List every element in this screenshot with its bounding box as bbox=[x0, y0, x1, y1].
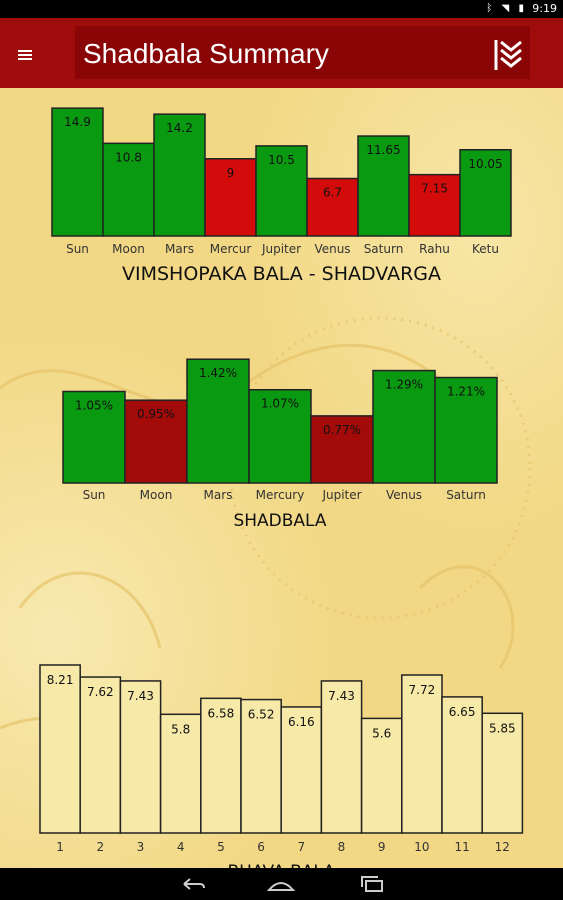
back-icon[interactable] bbox=[176, 874, 206, 894]
category-label: Jupiter bbox=[321, 488, 361, 502]
category-label: Venus bbox=[314, 242, 350, 256]
bluetooth-icon: ᛒ bbox=[486, 2, 493, 14]
navigation-bar bbox=[0, 868, 563, 900]
category-label: Venus bbox=[386, 488, 422, 502]
bar bbox=[481, 712, 524, 834]
category-label: 3 bbox=[137, 840, 145, 854]
category-label: 4 bbox=[177, 840, 185, 854]
status-bar: ᛒ ◥ ▮ 9:19 bbox=[0, 0, 563, 18]
bar-value-label: 1.05% bbox=[75, 398, 113, 412]
bar bbox=[240, 698, 282, 834]
bar-value-label: 7.43 bbox=[328, 689, 355, 703]
bar-value-label: 10.8 bbox=[115, 150, 142, 164]
category-label: Sun bbox=[83, 488, 106, 502]
category-label: 1 bbox=[56, 840, 64, 854]
charts-scroll-area[interactable]: 14.9 Sun 10.8 Moon 14.2 Mars 9 Mercur 10.5 Jupite… bbox=[0, 88, 563, 868]
chart-3: 8.21 1 7.62 2 7.43 3 5.8 4 6.58 5 6.52 6 6.16 7 7.43 8 5… bbox=[39, 664, 524, 868]
bar-value-label: 1.21% bbox=[447, 385, 485, 399]
bar-value-label: 10.05 bbox=[468, 157, 502, 171]
battery-icon: ▮ bbox=[518, 2, 525, 14]
category-label: Rahu bbox=[419, 242, 450, 256]
bar-value-label: 1.42% bbox=[199, 366, 237, 380]
bar bbox=[186, 358, 250, 484]
home-icon[interactable] bbox=[266, 874, 296, 894]
bar bbox=[159, 713, 202, 834]
category-label: Jupiter bbox=[261, 242, 301, 256]
chart-title: BHAVA BALA bbox=[228, 862, 336, 868]
bar bbox=[459, 149, 512, 237]
layers-icon[interactable] bbox=[490, 36, 528, 74]
bar bbox=[280, 706, 323, 834]
bar bbox=[320, 680, 363, 834]
bar-value-label: 6.16 bbox=[288, 715, 315, 729]
category-label: Sun bbox=[66, 242, 89, 256]
bar bbox=[434, 376, 498, 484]
bar-value-label: 5.85 bbox=[489, 721, 516, 735]
bar bbox=[119, 680, 162, 834]
bar-value-label: 11.65 bbox=[366, 143, 400, 157]
category-label: 12 bbox=[495, 840, 510, 854]
category-label: 6 bbox=[257, 840, 265, 854]
bar bbox=[39, 664, 81, 834]
category-label: 5 bbox=[217, 840, 225, 854]
category-label: Mars bbox=[165, 242, 194, 256]
bar-value-label: 0.77% bbox=[323, 423, 361, 437]
menu-icon[interactable] bbox=[18, 48, 32, 62]
bar-value-label: 6.65 bbox=[449, 705, 476, 719]
bar-value-label: 6.7 bbox=[323, 186, 342, 200]
bar bbox=[200, 697, 242, 834]
bar-value-label: 10.5 bbox=[268, 153, 295, 167]
wifi-icon: ◥ bbox=[501, 2, 510, 14]
bar-value-label: 1.29% bbox=[385, 378, 423, 392]
bar bbox=[248, 388, 312, 484]
app-bar: Shadbala Summary bbox=[0, 18, 563, 88]
bar-value-label: 6.58 bbox=[208, 706, 235, 720]
category-label: Saturn bbox=[364, 242, 404, 256]
chart-title: VIMSHOPAKA BALA - SHADVARGA bbox=[122, 263, 441, 285]
bar-value-label: 5.8 bbox=[171, 722, 190, 736]
status-time: 9:19 bbox=[532, 2, 557, 15]
bar-value-label: 0.95% bbox=[137, 407, 175, 421]
category-label: 7 bbox=[297, 840, 305, 854]
bar-value-label: 8.21 bbox=[47, 673, 74, 687]
category-label: 8 bbox=[338, 840, 346, 854]
bar bbox=[401, 674, 443, 834]
page-title: Shadbala Summary bbox=[83, 38, 329, 69]
bar bbox=[255, 145, 308, 237]
bar bbox=[124, 399, 188, 484]
charts-canvas: 14.9 Sun 10.8 Moon 14.2 Mars 9 Mercur 10.5 Jupite… bbox=[39, 107, 524, 868]
bar bbox=[102, 142, 155, 237]
bar-value-label: 9 bbox=[227, 166, 235, 180]
category-label: 11 bbox=[454, 840, 469, 854]
bar-value-label: 1.07% bbox=[261, 397, 299, 411]
chart-2: 1.05% Sun 0.95% Moon 1.42% Mars 1.07% Mercury 0.… bbox=[62, 358, 498, 531]
chart-1: 14.9 Sun 10.8 Moon 14.2 Mars 9 Mercur 10.5 Jupite… bbox=[51, 107, 512, 285]
chart-title: SHADBALA bbox=[233, 511, 326, 531]
category-label: Moon bbox=[140, 488, 173, 502]
bar-value-label: 5.6 bbox=[372, 726, 391, 740]
bar-value-label: 7.62 bbox=[87, 685, 114, 699]
bar bbox=[153, 113, 206, 237]
category-label: Mercury bbox=[256, 488, 305, 502]
bar bbox=[62, 390, 126, 484]
bar-value-label: 14.2 bbox=[166, 121, 193, 135]
category-label: Moon bbox=[112, 242, 145, 256]
bar-value-label: 7.43 bbox=[127, 689, 154, 703]
title-panel bbox=[75, 26, 530, 79]
bar-value-label: 7.72 bbox=[409, 683, 436, 697]
category-label: Saturn bbox=[446, 488, 486, 502]
bar bbox=[79, 676, 122, 834]
bar-value-label: 14.9 bbox=[64, 115, 91, 129]
bar bbox=[51, 107, 104, 237]
category-label: Mars bbox=[204, 488, 233, 502]
category-label: Mercur bbox=[210, 242, 252, 256]
category-label: 10 bbox=[414, 840, 429, 854]
bar bbox=[360, 717, 403, 834]
bar-value-label: 7.15 bbox=[421, 182, 448, 196]
category-label: Ketu bbox=[472, 242, 499, 256]
category-label: 9 bbox=[378, 840, 386, 854]
recent-apps-icon[interactable] bbox=[357, 874, 387, 894]
bar-value-label: 6.52 bbox=[248, 708, 275, 722]
category-label: 2 bbox=[96, 840, 104, 854]
